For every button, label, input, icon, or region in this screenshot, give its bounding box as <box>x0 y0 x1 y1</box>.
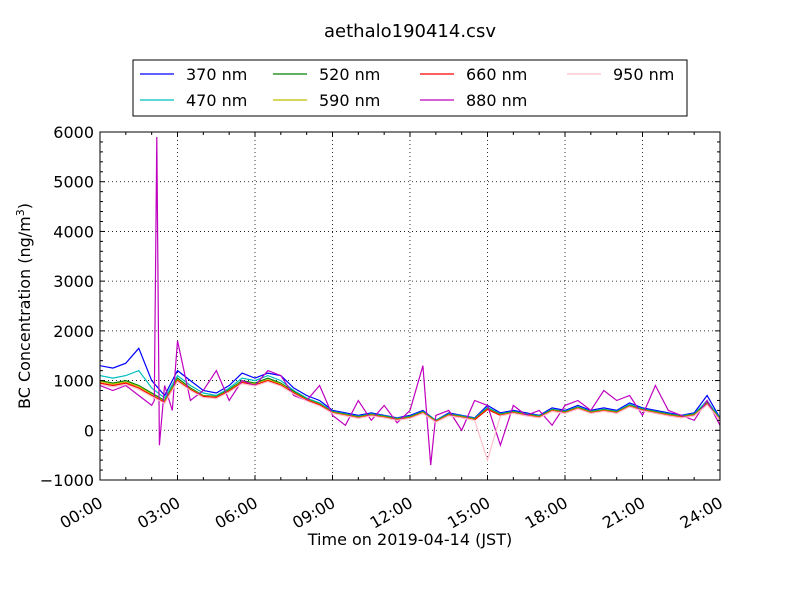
series-line-950-nm <box>100 380 720 463</box>
chart-title: aethalo190414.csv <box>324 21 496 42</box>
x-tick-label: 24:00 <box>677 493 726 533</box>
y-tick-label: 6000 <box>53 123 94 142</box>
y-tick-label: 3000 <box>53 272 94 291</box>
legend-label: 660 nm <box>466 65 527 84</box>
y-tick-label: 2000 <box>53 322 94 341</box>
x-tick-label: 09:00 <box>289 493 338 533</box>
y-tick-label: 5000 <box>53 173 94 192</box>
grid <box>100 132 720 480</box>
y-tick-label: 4000 <box>53 222 94 241</box>
legend-label: 950 nm <box>613 65 674 84</box>
legend: 370 nm 470 nm 520 nm 590 nm 660 nm 880 nm 950 … <box>132 59 688 117</box>
series-line-880-nm <box>100 136 720 466</box>
x-axis-label: Time on 2019-04-14 (JST) <box>307 530 512 549</box>
y-axis-label-close: ) <box>15 203 34 209</box>
y-axis-label: BC Concentration (ng/m3) <box>14 203 34 409</box>
x-tick-label: 03:00 <box>134 493 183 533</box>
legend-label: 370 nm <box>186 65 247 84</box>
legend-label: 880 nm <box>466 91 527 110</box>
x-tick-label: 21:00 <box>599 493 648 533</box>
x-tick-label: 06:00 <box>212 493 261 533</box>
legend-label: 520 nm <box>319 65 380 84</box>
legend-label: 590 nm <box>319 91 380 110</box>
y-tick-label: 1000 <box>53 372 94 391</box>
y-tick-label: −1000 <box>40 471 94 490</box>
series-layer <box>100 136 720 466</box>
x-tick-label: 18:00 <box>522 493 571 533</box>
legend-frame <box>132 59 688 117</box>
y-axis-label-superscript: 3 <box>14 209 27 216</box>
y-tick-label: 0 <box>84 421 94 440</box>
legend-label: 470 nm <box>186 91 247 110</box>
y-axis-label-main: BC Concentration (ng/m <box>15 216 34 409</box>
x-tick-label: 12:00 <box>367 493 416 533</box>
x-tick-label: 15:00 <box>444 493 493 533</box>
ticks: 00:00 03:00 06:00 09:00 12:00 15:00 18:00 21:00… <box>40 123 726 533</box>
x-tick-label: 00:00 <box>57 493 106 533</box>
